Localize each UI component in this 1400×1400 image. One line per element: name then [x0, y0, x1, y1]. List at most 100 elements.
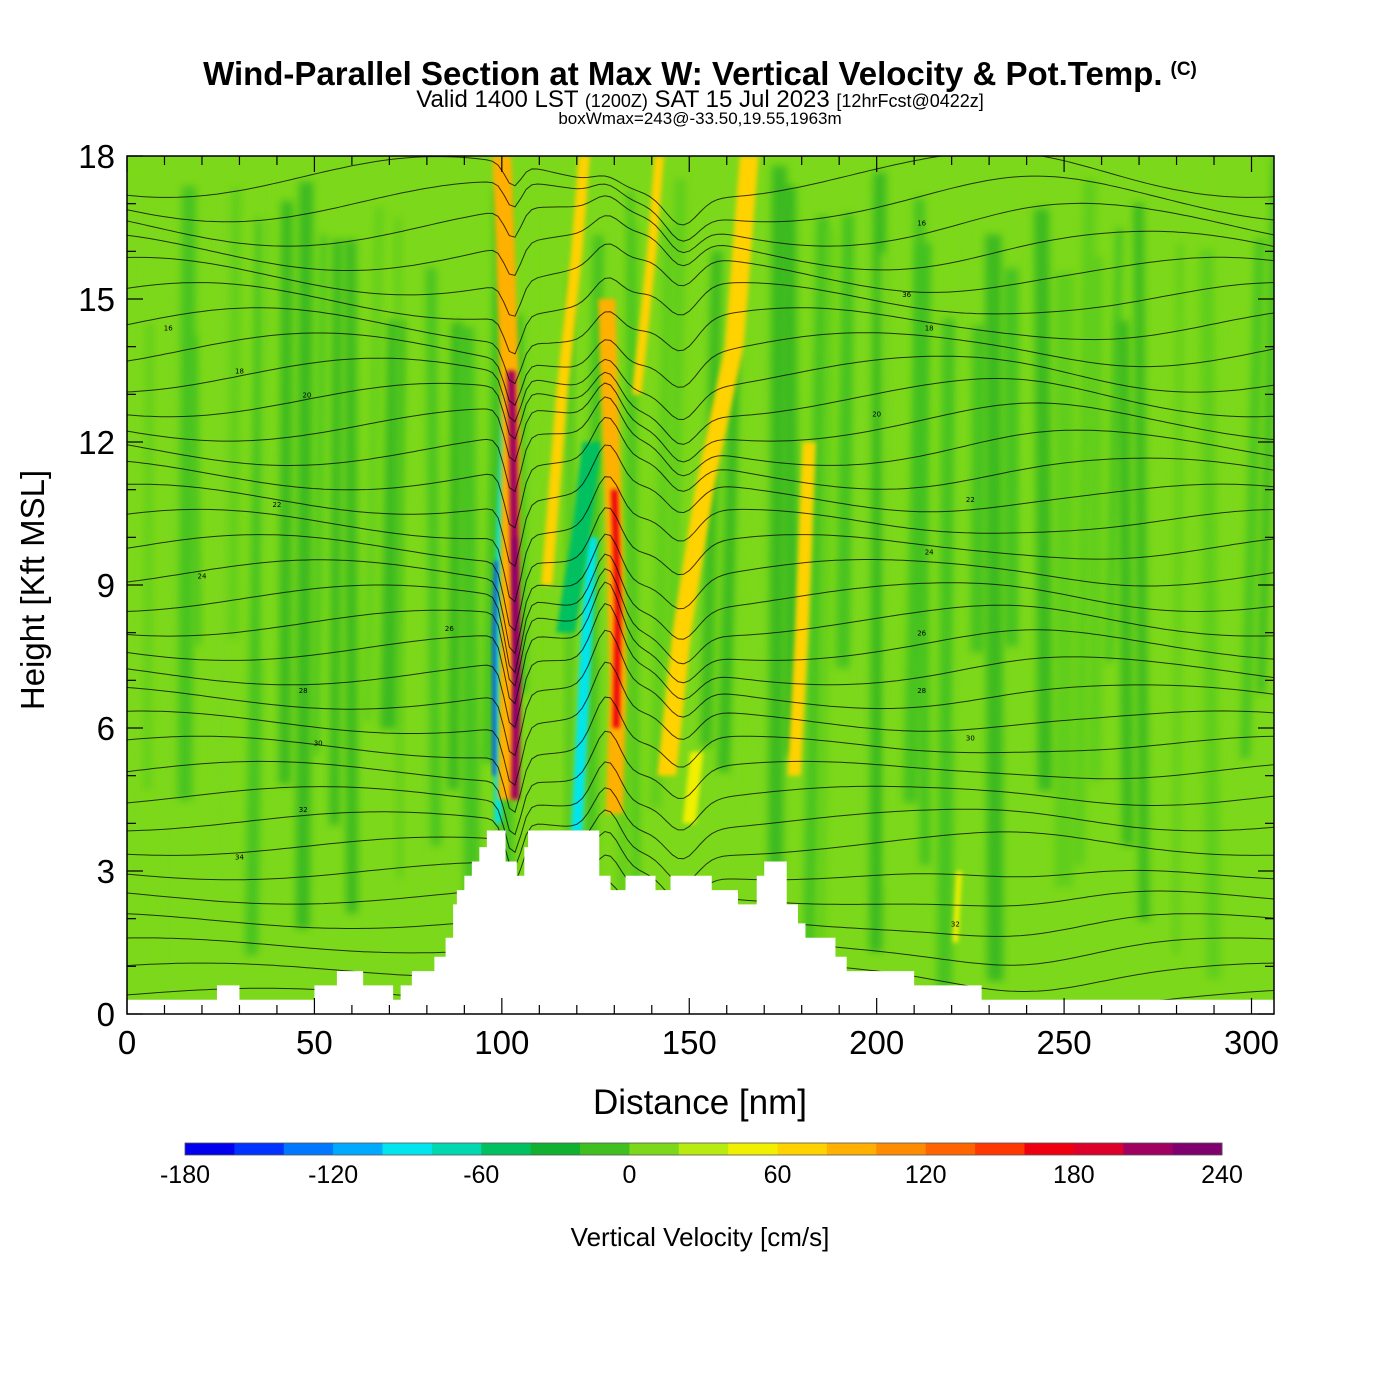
colorbar-swatch: [975, 1143, 1025, 1155]
theta-contour: [127, 215, 1274, 276]
downdraft-band: [556, 442, 602, 633]
colorbar: -180 -120 -60 0 60 120 180 240: [160, 1142, 1243, 1189]
field-streak: [818, 230, 833, 944]
field-streak: [458, 326, 481, 914]
field-streak: [228, 188, 241, 639]
colorbar-tick-label: -60: [463, 1161, 499, 1189]
theta-label: 20: [302, 391, 311, 399]
theta-label: 36: [902, 291, 911, 299]
y-tick-label: 0: [97, 996, 115, 1033]
field-streak: [751, 305, 770, 823]
x-axis-label: Distance [nm]: [593, 1083, 807, 1122]
field-streak: [649, 227, 675, 809]
updraft-band: [541, 156, 590, 585]
field-streak: [801, 216, 830, 1006]
y-tick-label: 9: [97, 567, 115, 604]
field-streak: [1088, 256, 1103, 782]
theta-contour: [127, 175, 1274, 242]
colorbar-label: Vertical Velocity [cm/s]: [570, 1222, 830, 1252]
colorbar-swatch: [629, 1143, 680, 1155]
field-streak: [879, 253, 897, 888]
field-streak: [985, 234, 1004, 982]
colorbar-swatch: [777, 1143, 828, 1155]
theta-contour: [127, 355, 1274, 423]
chart-title-text: Wind-Parallel Section at Max W: Vertical…: [203, 55, 1163, 92]
field-streak: [970, 325, 987, 653]
velocity-bands: [492, 156, 962, 943]
y-tick-label: 18: [78, 138, 115, 175]
colorbar-swatch: [481, 1143, 532, 1155]
field-streak: [582, 235, 605, 1011]
theta-contour: [127, 444, 1274, 568]
colorbar-swatch: [1024, 1143, 1075, 1155]
theta-label: 22: [272, 501, 281, 509]
x-tick-label: 250: [1037, 1024, 1092, 1061]
theta-contour: [127, 195, 1274, 254]
theta-label: 16: [164, 325, 173, 333]
y-tick-label: 12: [78, 424, 115, 461]
colorbar-frame: [184, 1142, 1223, 1156]
theta-contour: [127, 371, 1274, 445]
theta-contour: [127, 787, 1274, 869]
colorbar-tick-label: -180: [160, 1161, 210, 1189]
colorbar-swatch: [678, 1143, 729, 1155]
x-tick-label: 100: [474, 1024, 529, 1061]
theta-label: 24: [925, 549, 934, 557]
theta-label: 18: [925, 325, 934, 333]
y-tick-label: 15: [78, 281, 115, 318]
colorbar-tick-label: 180: [1053, 1161, 1095, 1189]
theta-label: 30: [314, 739, 323, 747]
updraft-band: [787, 442, 816, 776]
field-streak: [1034, 208, 1053, 791]
colorbar-tick-label: 60: [764, 1161, 792, 1189]
colorbar-swatch: [283, 1143, 334, 1155]
theta-label: 28: [917, 687, 926, 695]
field-streak: [913, 198, 931, 866]
field-streak: [312, 234, 327, 755]
colorbar-tick-label: 240: [1201, 1161, 1243, 1189]
x-tick-label: 50: [296, 1024, 333, 1061]
field-streak: [1172, 244, 1184, 955]
colorbar-tick-label: -120: [308, 1161, 358, 1189]
field-streak: [1020, 186, 1038, 664]
colorbar-swatch: [185, 1143, 235, 1155]
field-streak: [781, 185, 800, 756]
theta-contour: [127, 581, 1274, 705]
theta-contour: [127, 277, 1274, 355]
theta-label: 32: [951, 920, 960, 928]
theta-label: 34: [235, 854, 244, 862]
x-tick-label: 200: [849, 1024, 904, 1061]
theta-label: 20: [872, 410, 881, 418]
field-streak: [190, 335, 201, 645]
updraft-band: [952, 871, 962, 943]
field-streak: [211, 192, 236, 855]
x-tick-label: 0: [118, 1024, 136, 1061]
theta-label: 32: [299, 806, 308, 814]
colorbar-swatch: [580, 1143, 630, 1155]
colorbar-swatch: [1172, 1143, 1223, 1155]
field-streak: [329, 239, 343, 825]
theta-label: 26: [917, 630, 926, 638]
field-streak: [767, 165, 787, 874]
theta-contour: [127, 809, 1274, 885]
field-streak: [160, 281, 182, 985]
field-streak: [626, 191, 640, 899]
theta-contour: [127, 696, 1274, 814]
x-tick-label: 300: [1224, 1024, 1279, 1061]
colorbar-tick-label: 0: [622, 1161, 636, 1189]
field-streak: [717, 344, 743, 772]
field-streak: [1240, 238, 1265, 759]
valid-prefix: Valid 1400 LST: [416, 86, 579, 113]
terrain: [127, 830, 1274, 1014]
field-streak: [295, 181, 314, 929]
theta-contour: [127, 243, 1274, 317]
colorbar-swatch: [925, 1143, 976, 1155]
colorbar-swatch: [728, 1143, 779, 1155]
field-streak: [835, 214, 858, 668]
field-streak: [1187, 255, 1199, 797]
theta-contour: [127, 416, 1274, 529]
y-tick-label: 6: [97, 710, 115, 747]
downdraft-band: [492, 561, 498, 776]
terrain-profile: [127, 830, 1274, 1014]
y-tick-label: 3: [97, 853, 115, 890]
